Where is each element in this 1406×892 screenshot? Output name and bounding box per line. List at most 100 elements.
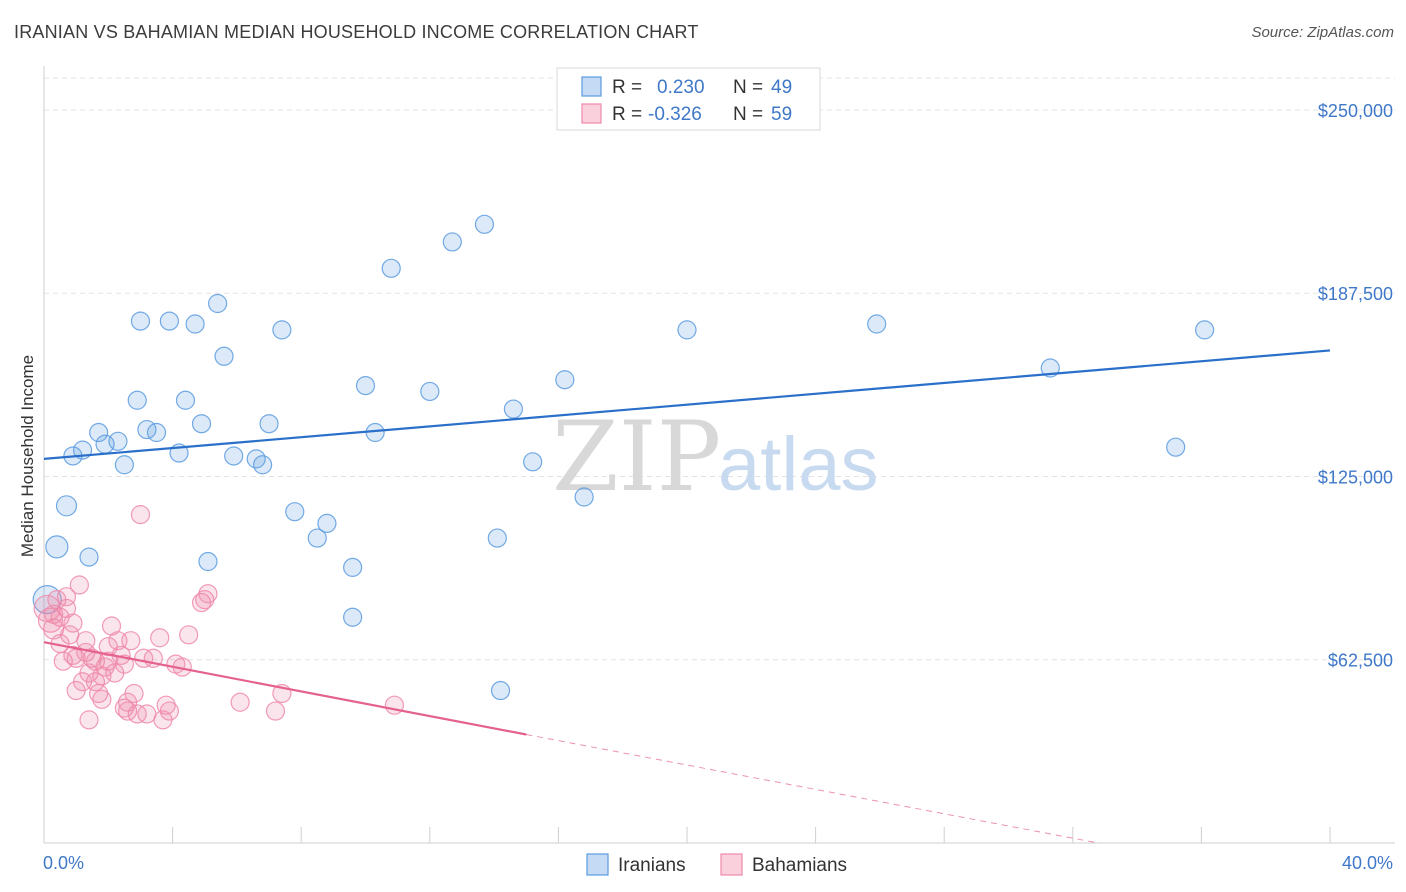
data-point-bahamians xyxy=(44,604,64,624)
data-point-bahamians xyxy=(124,683,144,704)
legend-n-label-bahamians: N = xyxy=(733,104,763,125)
data-point-iranians xyxy=(214,346,234,366)
data-point-iranians xyxy=(79,547,99,567)
y-tick-label: $250,000 xyxy=(1318,101,1393,121)
data-point-iranians xyxy=(442,232,462,252)
data-point-iranians xyxy=(523,452,543,472)
x-tick-label-min: 0.0% xyxy=(43,853,84,873)
data-point-bahamians xyxy=(150,628,170,648)
data-point-bahamians xyxy=(195,590,215,610)
data-point-bahamians xyxy=(114,654,134,674)
gridlines xyxy=(44,77,1395,661)
data-point-bahamians xyxy=(130,505,151,525)
data-point-bahamians xyxy=(137,704,157,724)
legend-n-value-bahamians: 59 xyxy=(771,104,792,125)
data-point-iranians xyxy=(355,375,376,396)
data-point-iranians xyxy=(55,495,78,517)
data-point-iranians xyxy=(272,320,292,340)
x-tick-label-max: 40.0% xyxy=(1342,853,1393,873)
trend-lines xyxy=(43,349,1331,843)
data-point-iranians xyxy=(127,390,147,410)
data-point-iranians xyxy=(224,446,244,466)
data-point-iranians xyxy=(108,431,128,451)
trend-line-iranians xyxy=(43,349,1331,460)
legend-swatch-iranians xyxy=(581,76,602,97)
trend-line-bahamians xyxy=(43,641,527,736)
data-point-iranians xyxy=(285,502,305,522)
watermark: ZIP atlas xyxy=(552,401,879,513)
data-point-iranians xyxy=(89,422,109,443)
chart-title: IRANIAN VS BAHAMIAN MEDIAN HOUSEHOLD INC… xyxy=(14,22,699,42)
data-point-bahamians xyxy=(63,613,83,633)
data-point-iranians xyxy=(307,528,327,548)
data-point-iranians xyxy=(130,311,151,331)
data-point-bahamians xyxy=(156,695,176,715)
y-axis-label: Median Household Income xyxy=(18,355,37,557)
data-point-iranians xyxy=(555,370,575,390)
data-point-iranians xyxy=(487,528,507,548)
data-point-bahamians xyxy=(265,701,286,721)
data-point-iranians xyxy=(343,557,363,577)
data-point-bahamians xyxy=(92,689,112,709)
legend-swatch-bahamians xyxy=(581,103,602,124)
data-point-iranians xyxy=(159,311,179,331)
data-point-iranians xyxy=(114,455,134,475)
data-point-bahamians xyxy=(153,710,173,730)
data-point-iranians xyxy=(1195,320,1215,340)
data-point-iranians xyxy=(867,314,887,334)
data-point-iranians xyxy=(259,414,279,434)
source-label: Source: ZipAtlas.com xyxy=(1251,24,1394,41)
data-point-iranians xyxy=(185,314,205,334)
data-point-iranians xyxy=(146,422,167,443)
data-point-bahamians xyxy=(79,710,99,730)
series-legend: Iranians Bahamians xyxy=(586,853,847,876)
data-point-bahamians xyxy=(198,584,218,604)
data-point-iranians xyxy=(317,513,337,534)
data-point-iranians xyxy=(1040,358,1060,378)
data-point-iranians xyxy=(32,585,62,615)
data-point-bahamians xyxy=(230,692,250,712)
legend-r-label-iranians: R = xyxy=(612,77,642,98)
bottom-legend-swatch-bahamians xyxy=(720,853,743,876)
data-point-iranians xyxy=(1166,437,1186,457)
data-point-iranians xyxy=(677,320,697,340)
data-point-iranians xyxy=(503,399,523,419)
watermark-zip: ZIP xyxy=(552,401,721,513)
legend-n-label-iranians: N = xyxy=(733,77,763,98)
data-point-iranians xyxy=(381,258,401,278)
axes xyxy=(43,66,1395,844)
data-point-bahamians xyxy=(95,657,115,677)
data-point-bahamians xyxy=(69,575,89,595)
data-point-iranians xyxy=(574,487,594,507)
data-point-bahamians xyxy=(179,625,199,645)
data-point-bahamians xyxy=(66,680,86,701)
data-point-iranians xyxy=(490,680,511,701)
data-point-iranians xyxy=(208,293,228,314)
data-point-iranians xyxy=(45,535,69,559)
bottom-legend-label-bahamians: Bahamians xyxy=(752,855,847,876)
correlation-legend: R = 0.230 N = 49 R = -0.326 N = 59 xyxy=(556,67,821,131)
bottom-legend-label-iranians: Iranians xyxy=(618,855,686,876)
y-tick-label: $62,500 xyxy=(1328,651,1393,671)
data-point-iranians xyxy=(191,414,212,434)
y-tick-labels: $62,500 $125,000 $187,500 $250,000 xyxy=(1318,101,1393,671)
bottom-legend-swatch-iranians xyxy=(586,853,609,876)
legend-r-label-bahamians: R = xyxy=(612,104,642,125)
y-tick-label: $187,500 xyxy=(1318,284,1393,304)
legend-r-value-iranians: 0.230 xyxy=(657,77,705,98)
data-point-iranians xyxy=(474,214,495,234)
data-point-bahamians xyxy=(117,701,138,721)
trend-extension-bahamians xyxy=(526,734,1101,843)
data-point-bahamians xyxy=(121,631,141,651)
watermark-atlas: atlas xyxy=(718,422,879,507)
legend-n-value-iranians: 49 xyxy=(771,77,792,98)
data-point-iranians xyxy=(253,455,273,475)
legend-r-value-bahamians: -0.326 xyxy=(648,104,702,125)
y-tick-label: $125,000 xyxy=(1318,467,1393,487)
data-points xyxy=(32,214,1215,730)
data-point-iranians xyxy=(175,390,196,410)
data-point-iranians xyxy=(420,381,440,402)
data-point-iranians xyxy=(198,551,218,572)
data-point-iranians xyxy=(343,607,363,627)
